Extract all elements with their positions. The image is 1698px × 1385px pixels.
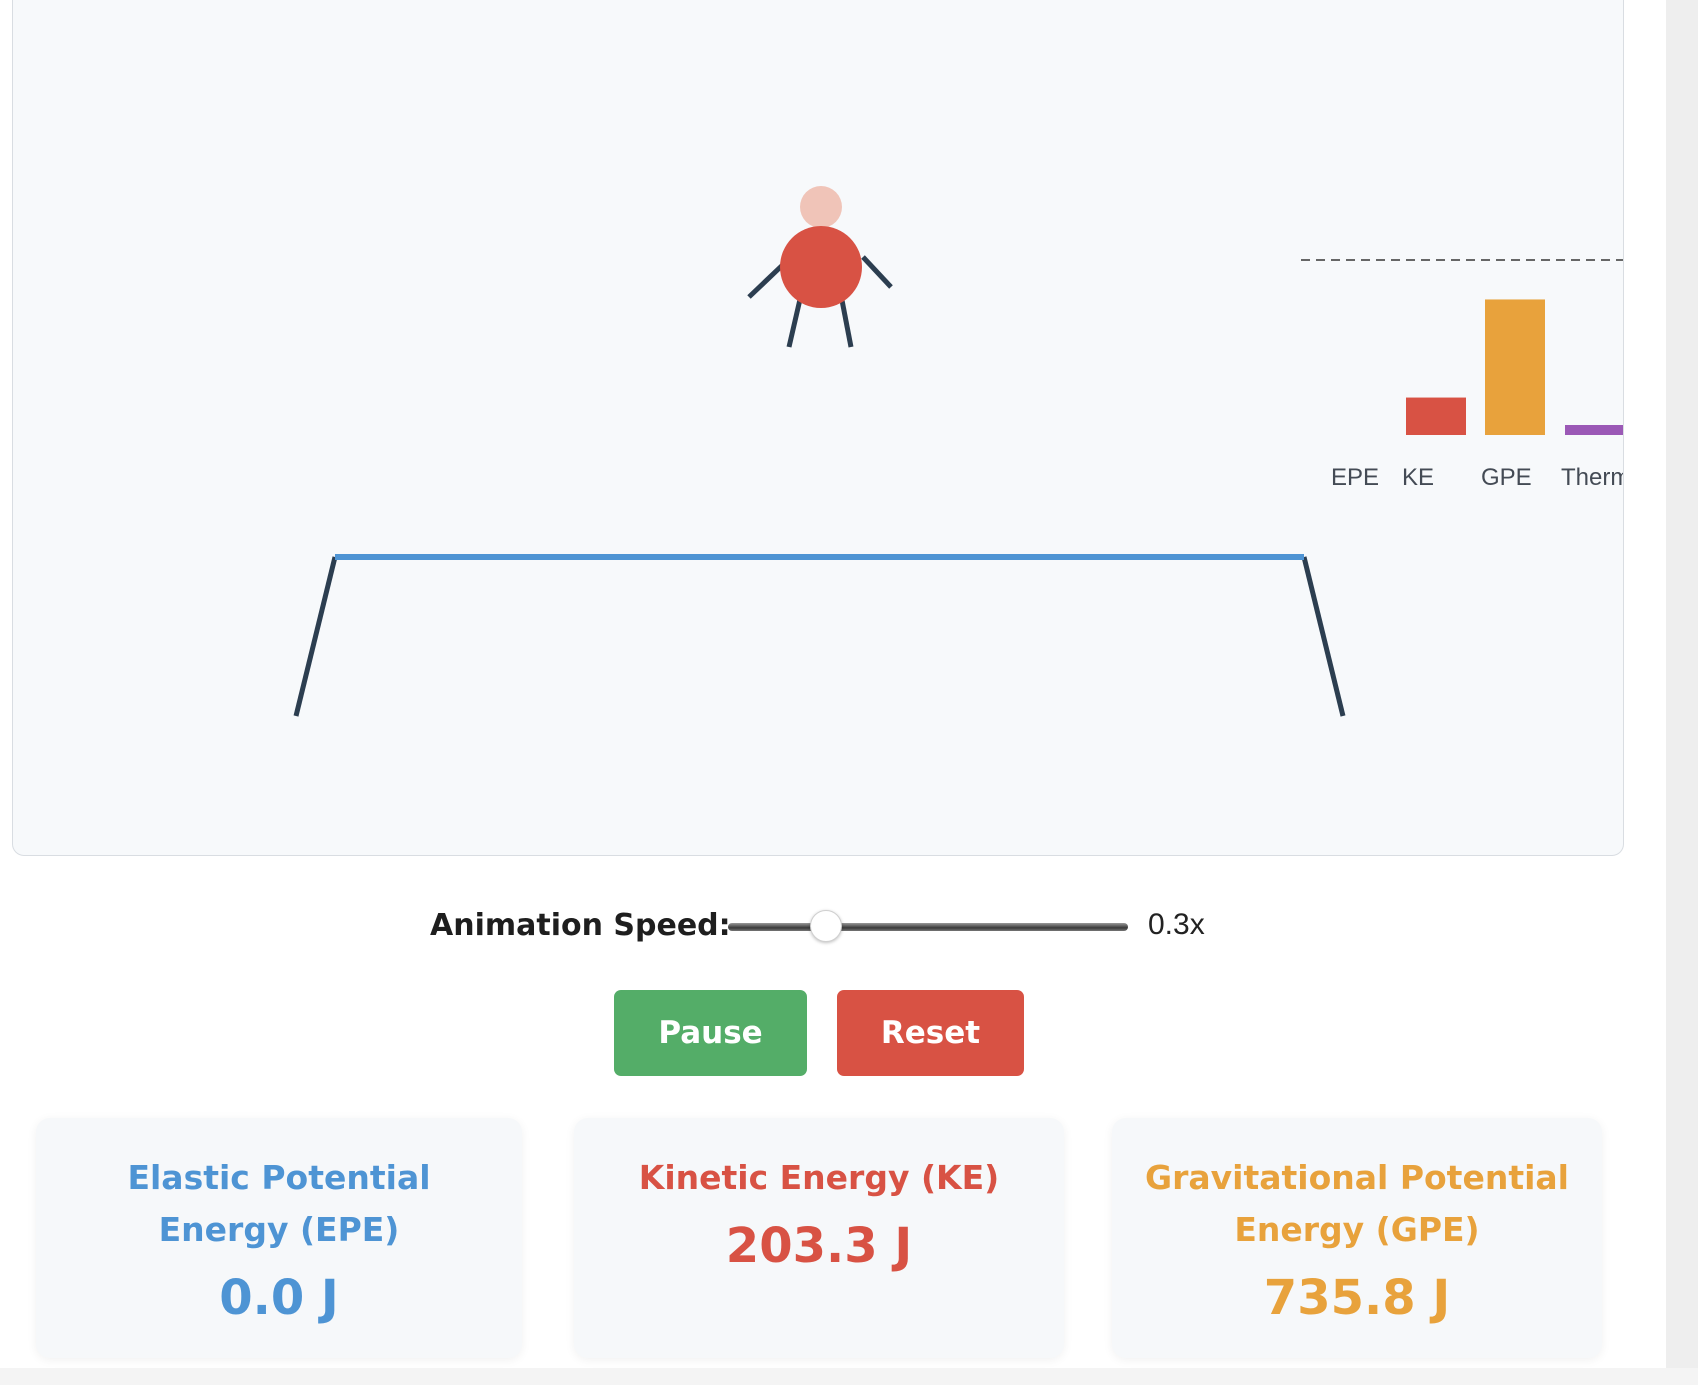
- epe-value: 0.0 J: [219, 1270, 339, 1326]
- energy-bar-label-epe: EPE: [1331, 464, 1379, 491]
- energy-bar-chart: EPE KE GPE Therm: [1331, 299, 1624, 491]
- pause-button[interactable]: Pause: [614, 990, 807, 1076]
- speed-controls: Animation Speed: 0.3x: [0, 898, 1666, 954]
- speed-value: 0.3x: [1148, 908, 1205, 941]
- energy-bar-label-gpe: GPE: [1481, 464, 1532, 491]
- speed-label: Animation Speed:: [430, 908, 731, 943]
- trampoline-left-leg: [293, 556, 338, 717]
- speed-slider-track[interactable]: [728, 923, 1128, 931]
- reset-button[interactable]: Reset: [837, 990, 1024, 1076]
- trampoline-right-leg: [1301, 556, 1346, 717]
- speed-slider[interactable]: [728, 910, 1128, 942]
- energy-bar-gpe: [1485, 299, 1545, 435]
- simulation-canvas: EPE KE GPE Therm: [12, 0, 1624, 856]
- gpe-value: 735.8 J: [1263, 1270, 1451, 1326]
- energy-bar-therm: [1565, 425, 1623, 435]
- ke-value: 203.3 J: [725, 1218, 913, 1274]
- jumper-right-leg: [838, 294, 854, 348]
- jumper-figure: [747, 186, 893, 348]
- jumper-left-leg: [786, 294, 804, 348]
- epe-title: Elastic Potential Energy (EPE): [127, 1158, 431, 1249]
- bottom-edge: [0, 1368, 1698, 1385]
- gpe-title: Gravitational Potential Energy (GPE): [1145, 1158, 1569, 1249]
- ke-title: Kinetic Energy (KE): [638, 1158, 1000, 1197]
- jumper-right-arm: [861, 255, 893, 289]
- jumper-body: [780, 226, 862, 308]
- energy-bar-label-ke: KE: [1402, 464, 1434, 491]
- energy-bar-label-therm: Therm: [1561, 464, 1624, 491]
- energy-bar-ke: [1406, 397, 1466, 435]
- speed-slider-thumb[interactable]: [810, 910, 842, 942]
- epe-card: Elastic Potential Energy (EPE) 0.0 J: [36, 1118, 522, 1358]
- simulation-scene: EPE KE GPE Therm: [293, 186, 1624, 717]
- jumper-head: [800, 186, 842, 228]
- scrollbar-gutter: [1666, 0, 1698, 1385]
- gpe-card: Gravitational Potential Energy (GPE) 735…: [1112, 1118, 1602, 1358]
- ke-card: Kinetic Energy (KE) 203.3 J: [574, 1118, 1064, 1358]
